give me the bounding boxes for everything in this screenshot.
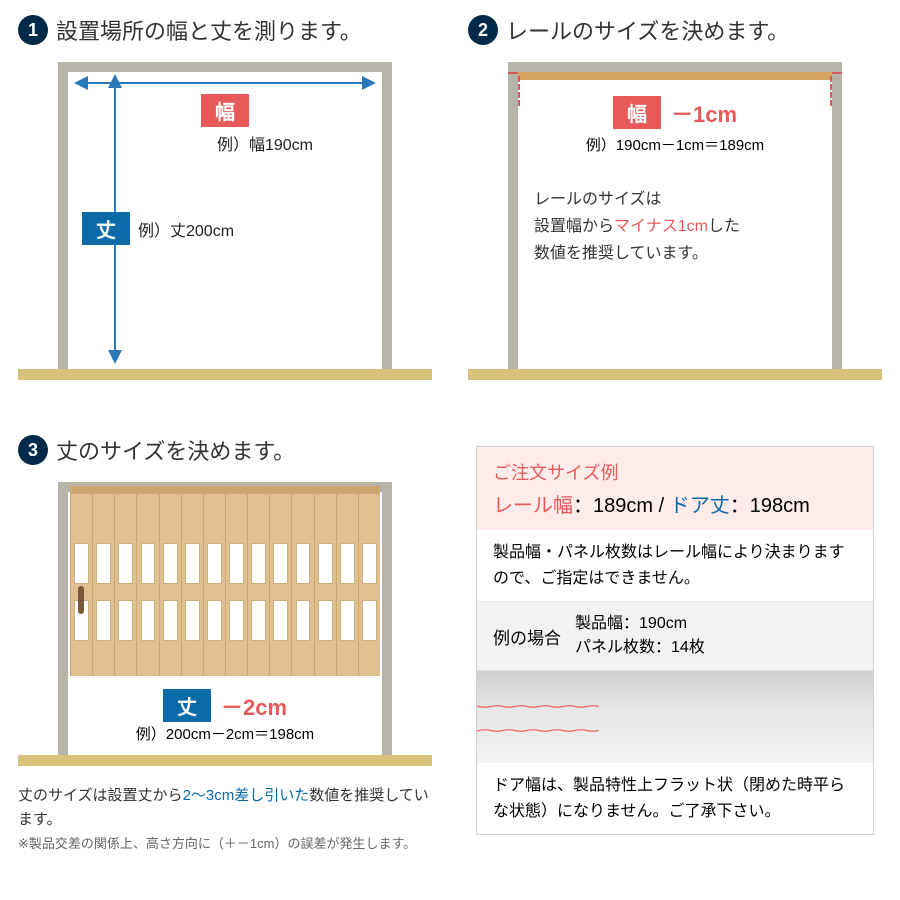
floor-line xyxy=(18,369,432,380)
wavy-line-2 xyxy=(477,729,599,732)
step3-diagram: 丈 －2cm 例）200cm－2cm＝198cm xyxy=(18,476,432,776)
result-policy: 製品幅・パネル枚数はレール幅により決まりますので、ご指定はできません。 xyxy=(477,530,873,601)
floor-line-3 xyxy=(18,755,432,766)
step1-panel: 1 設置場所の幅と丈を測ります。 幅 例）幅190cm 丈 例）丈200cm xyxy=(0,0,450,420)
step3-footer: 丈のサイズは設置丈から2～3cm差し引いた数値を推奨しています。 ※製品交差の関… xyxy=(18,784,432,856)
step2-note: レールのサイズは 設置幅からマイナス1cmした 数値を推奨しています。 xyxy=(534,186,822,268)
step3-panel: 3 丈のサイズを決めます。 丈 －2cm 例）200cm－2cm＝198cm 丈… xyxy=(0,420,450,900)
height-tag: 丈 xyxy=(82,212,130,245)
wavy-line-1 xyxy=(477,705,599,708)
step2-title: レールのサイズを決めます。 xyxy=(506,14,789,46)
accordion-door xyxy=(70,494,380,698)
rail-bar xyxy=(518,72,832,80)
step3-example: 例）200cm－2cm＝198cm xyxy=(18,723,432,744)
step3-heading: 3 丈のサイズを決めます。 xyxy=(18,434,432,466)
width-tag-2: 幅 xyxy=(613,96,661,129)
rail-dash-left xyxy=(508,72,518,74)
step3-title: 丈のサイズを決めます。 xyxy=(56,434,295,466)
result-box: ご注文サイズ例 レール幅：189cm / ドア丈：198cm 製品幅・パネル枚数… xyxy=(476,446,874,835)
step3-number: 3 xyxy=(18,435,48,465)
minus-1cm: －1cm xyxy=(671,97,737,129)
result-panel: ご注文サイズ例 レール幅：189cm / ドア丈：198cm 製品幅・パネル枚数… xyxy=(450,420,900,900)
rail-dash-right xyxy=(832,72,842,74)
case-label: 例の場合 xyxy=(493,624,561,649)
step1-number: 1 xyxy=(18,15,48,45)
result-photo xyxy=(477,671,873,763)
step1-heading: 1 設置場所の幅と丈を測ります。 xyxy=(18,14,432,46)
result-photo-note: ドア幅は、製品特性上フラット状（閉めた時平らな状態）になりません。ご了承下さい。 xyxy=(477,763,873,834)
step2-panel: 2 レールのサイズを決めます。 幅 －1cm 例）190cm－1cm＝189cm… xyxy=(450,0,900,420)
height-example: 例）丈200cm xyxy=(138,217,234,241)
width-example: 例）幅190cm xyxy=(98,131,432,155)
width-tag: 幅 xyxy=(201,94,249,127)
step2-example: 例）190cm－1cm＝189cm xyxy=(468,134,882,155)
step2-number: 2 xyxy=(468,15,498,45)
step3-disclaimer: ※製品交差の関係上、高さ方向に（＋－1cm）の誤差が発生します。 xyxy=(18,836,416,851)
step2-heading: 2 レールのサイズを決めます。 xyxy=(468,14,882,46)
step1-title: 設置場所の幅と丈を測ります。 xyxy=(56,14,362,46)
door-handle xyxy=(78,586,84,614)
result-sizes: レール幅：189cm / ドア丈：198cm xyxy=(493,489,857,518)
step1-diagram: 幅 例）幅190cm 丈 例）丈200cm xyxy=(18,56,432,396)
height-tag-3: 丈 xyxy=(163,689,211,722)
step2-diagram: 幅 －1cm 例）190cm－1cm＝189cm レールのサイズは 設置幅からマ… xyxy=(468,56,882,396)
result-heading: ご注文サイズ例 xyxy=(493,459,857,485)
result-case: 例の場合 製品幅：190cm パネル枚数：14枚 xyxy=(477,602,873,670)
result-header: ご注文サイズ例 レール幅：189cm / ドア丈：198cm xyxy=(477,447,873,530)
minus-2cm: －2cm xyxy=(221,690,287,722)
floor-line-2 xyxy=(468,369,882,380)
